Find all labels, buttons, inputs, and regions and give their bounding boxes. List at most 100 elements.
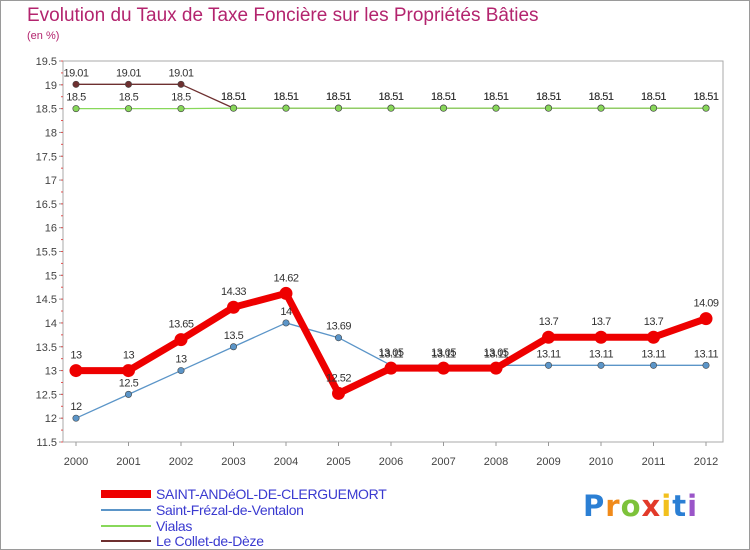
data-label: 13.11 — [484, 348, 509, 360]
data-label: 18.51 — [588, 91, 613, 103]
data-point — [72, 414, 80, 422]
data-point — [597, 104, 605, 112]
data-point — [702, 104, 710, 112]
data-label: 14.62 — [273, 272, 298, 284]
data-label: 18.51 — [326, 91, 351, 103]
data-point — [594, 330, 608, 344]
x-tick-label: 2006 — [379, 456, 403, 468]
data-point — [122, 364, 135, 378]
logo-letter: o — [620, 489, 642, 523]
data-label: 18.51 — [431, 91, 456, 103]
data-label: 14.33 — [221, 286, 246, 298]
data-label: 13.7 — [644, 316, 664, 328]
data-label: 18.51 — [641, 91, 666, 103]
series-line — [76, 289, 708, 397]
y-tick-label: 13 — [45, 366, 57, 378]
data-label: 18.51 — [378, 91, 403, 103]
data-point — [230, 104, 238, 112]
data-label: 18.51 — [536, 91, 561, 103]
data-point — [282, 104, 290, 112]
data-label: 18.51 — [641, 91, 666, 103]
data-point — [544, 104, 552, 112]
proxiti-logo: Proxiti — [583, 489, 698, 523]
data-label: 18.51 — [221, 91, 246, 103]
data-point — [279, 286, 293, 300]
data-label: 13.11 — [589, 348, 614, 360]
data-point — [489, 361, 503, 375]
data-label: 19.01 — [116, 67, 141, 79]
x-tick-label: 2010 — [589, 456, 613, 468]
data-point — [699, 312, 713, 326]
data-label: 13.05 — [431, 347, 456, 359]
data-label: 14.09 — [693, 298, 718, 310]
data-label: 18.51 — [378, 91, 403, 103]
chart-title: Evolution du Taux de Taxe Foncière sur l… — [27, 5, 539, 26]
data-label: 13.11 — [431, 348, 456, 360]
data-point — [227, 300, 240, 314]
data-label: 13.7 — [539, 316, 559, 328]
x-tick-label: 2009 — [536, 456, 560, 468]
x-tick-label: 2008 — [484, 456, 508, 468]
data-point — [125, 105, 133, 113]
data-label: 19.01 — [63, 67, 88, 79]
data-point — [544, 361, 552, 369]
data-label: 18.5 — [66, 92, 86, 104]
data-label: 13.11 — [641, 348, 666, 360]
data-point — [177, 367, 185, 375]
y-tick-label: 16 — [45, 223, 57, 235]
logo-letter: x — [641, 489, 662, 523]
data-point — [332, 386, 345, 400]
data-label: 18.51 — [483, 91, 508, 103]
data-label: 18.51 — [273, 91, 298, 103]
y-tick-label: 18.5 — [36, 104, 57, 116]
y-tick-label: 14.5 — [36, 294, 57, 306]
y-tick-label: 13.5 — [36, 342, 57, 354]
legend-label: SAINT-ANDéOL-DE-CLERGUEMORT — [156, 486, 387, 502]
data-label: 13.7 — [591, 316, 611, 328]
logo-letter: i — [661, 489, 673, 523]
legend-label: Le Collet-de-Dèze — [156, 533, 264, 549]
y-tick-label: 18 — [45, 127, 57, 139]
y-tick-label: 17.5 — [36, 151, 57, 163]
data-point — [72, 80, 80, 88]
y-tick-label: 14 — [45, 318, 57, 330]
data-label: 12 — [70, 401, 82, 413]
y-tick-label: 19.5 — [36, 56, 57, 68]
data-label: 13.05 — [483, 347, 508, 359]
plot-area — [62, 60, 724, 443]
data-label: 18.51 — [693, 91, 718, 103]
x-tick-label: 2000 — [64, 456, 88, 468]
x-tick-label: 2003 — [221, 456, 245, 468]
data-label: 13 — [123, 350, 135, 362]
y-tick-label: 19 — [45, 80, 57, 92]
data-label: 18.5 — [119, 92, 139, 104]
logo-letter: P — [583, 489, 606, 523]
data-label: 18.5 — [171, 92, 191, 104]
data-point — [125, 390, 133, 398]
data-label: 18.51 — [273, 91, 298, 103]
x-tick-label: 2012 — [694, 456, 718, 468]
x-tick-label: 2011 — [642, 456, 666, 468]
data-label: 13.11 — [379, 348, 404, 360]
data-label: 14 — [280, 306, 292, 318]
logo-letter: t — [672, 489, 688, 523]
data-label: 13.5 — [224, 330, 244, 342]
y-tick-label: 17 — [45, 175, 57, 187]
data-point — [334, 104, 342, 112]
legend-label: Saint-Frézal-de-Ventalon — [156, 502, 304, 518]
data-label: 19.01 — [168, 67, 193, 79]
data-point — [174, 333, 188, 347]
x-tick-label: 2004 — [274, 456, 298, 468]
data-label: 18.51 — [536, 91, 561, 103]
y-tick-label: 12 — [45, 413, 57, 425]
data-point — [387, 104, 395, 112]
y-tick-label: 15 — [45, 270, 57, 282]
data-point — [439, 104, 447, 112]
unit-label: (en %) — [27, 30, 60, 42]
data-point — [177, 80, 185, 88]
y-tick-label: 12.5 — [36, 389, 57, 401]
y-tick-label: 15.5 — [36, 247, 57, 259]
data-label: 13.65 — [168, 319, 193, 331]
